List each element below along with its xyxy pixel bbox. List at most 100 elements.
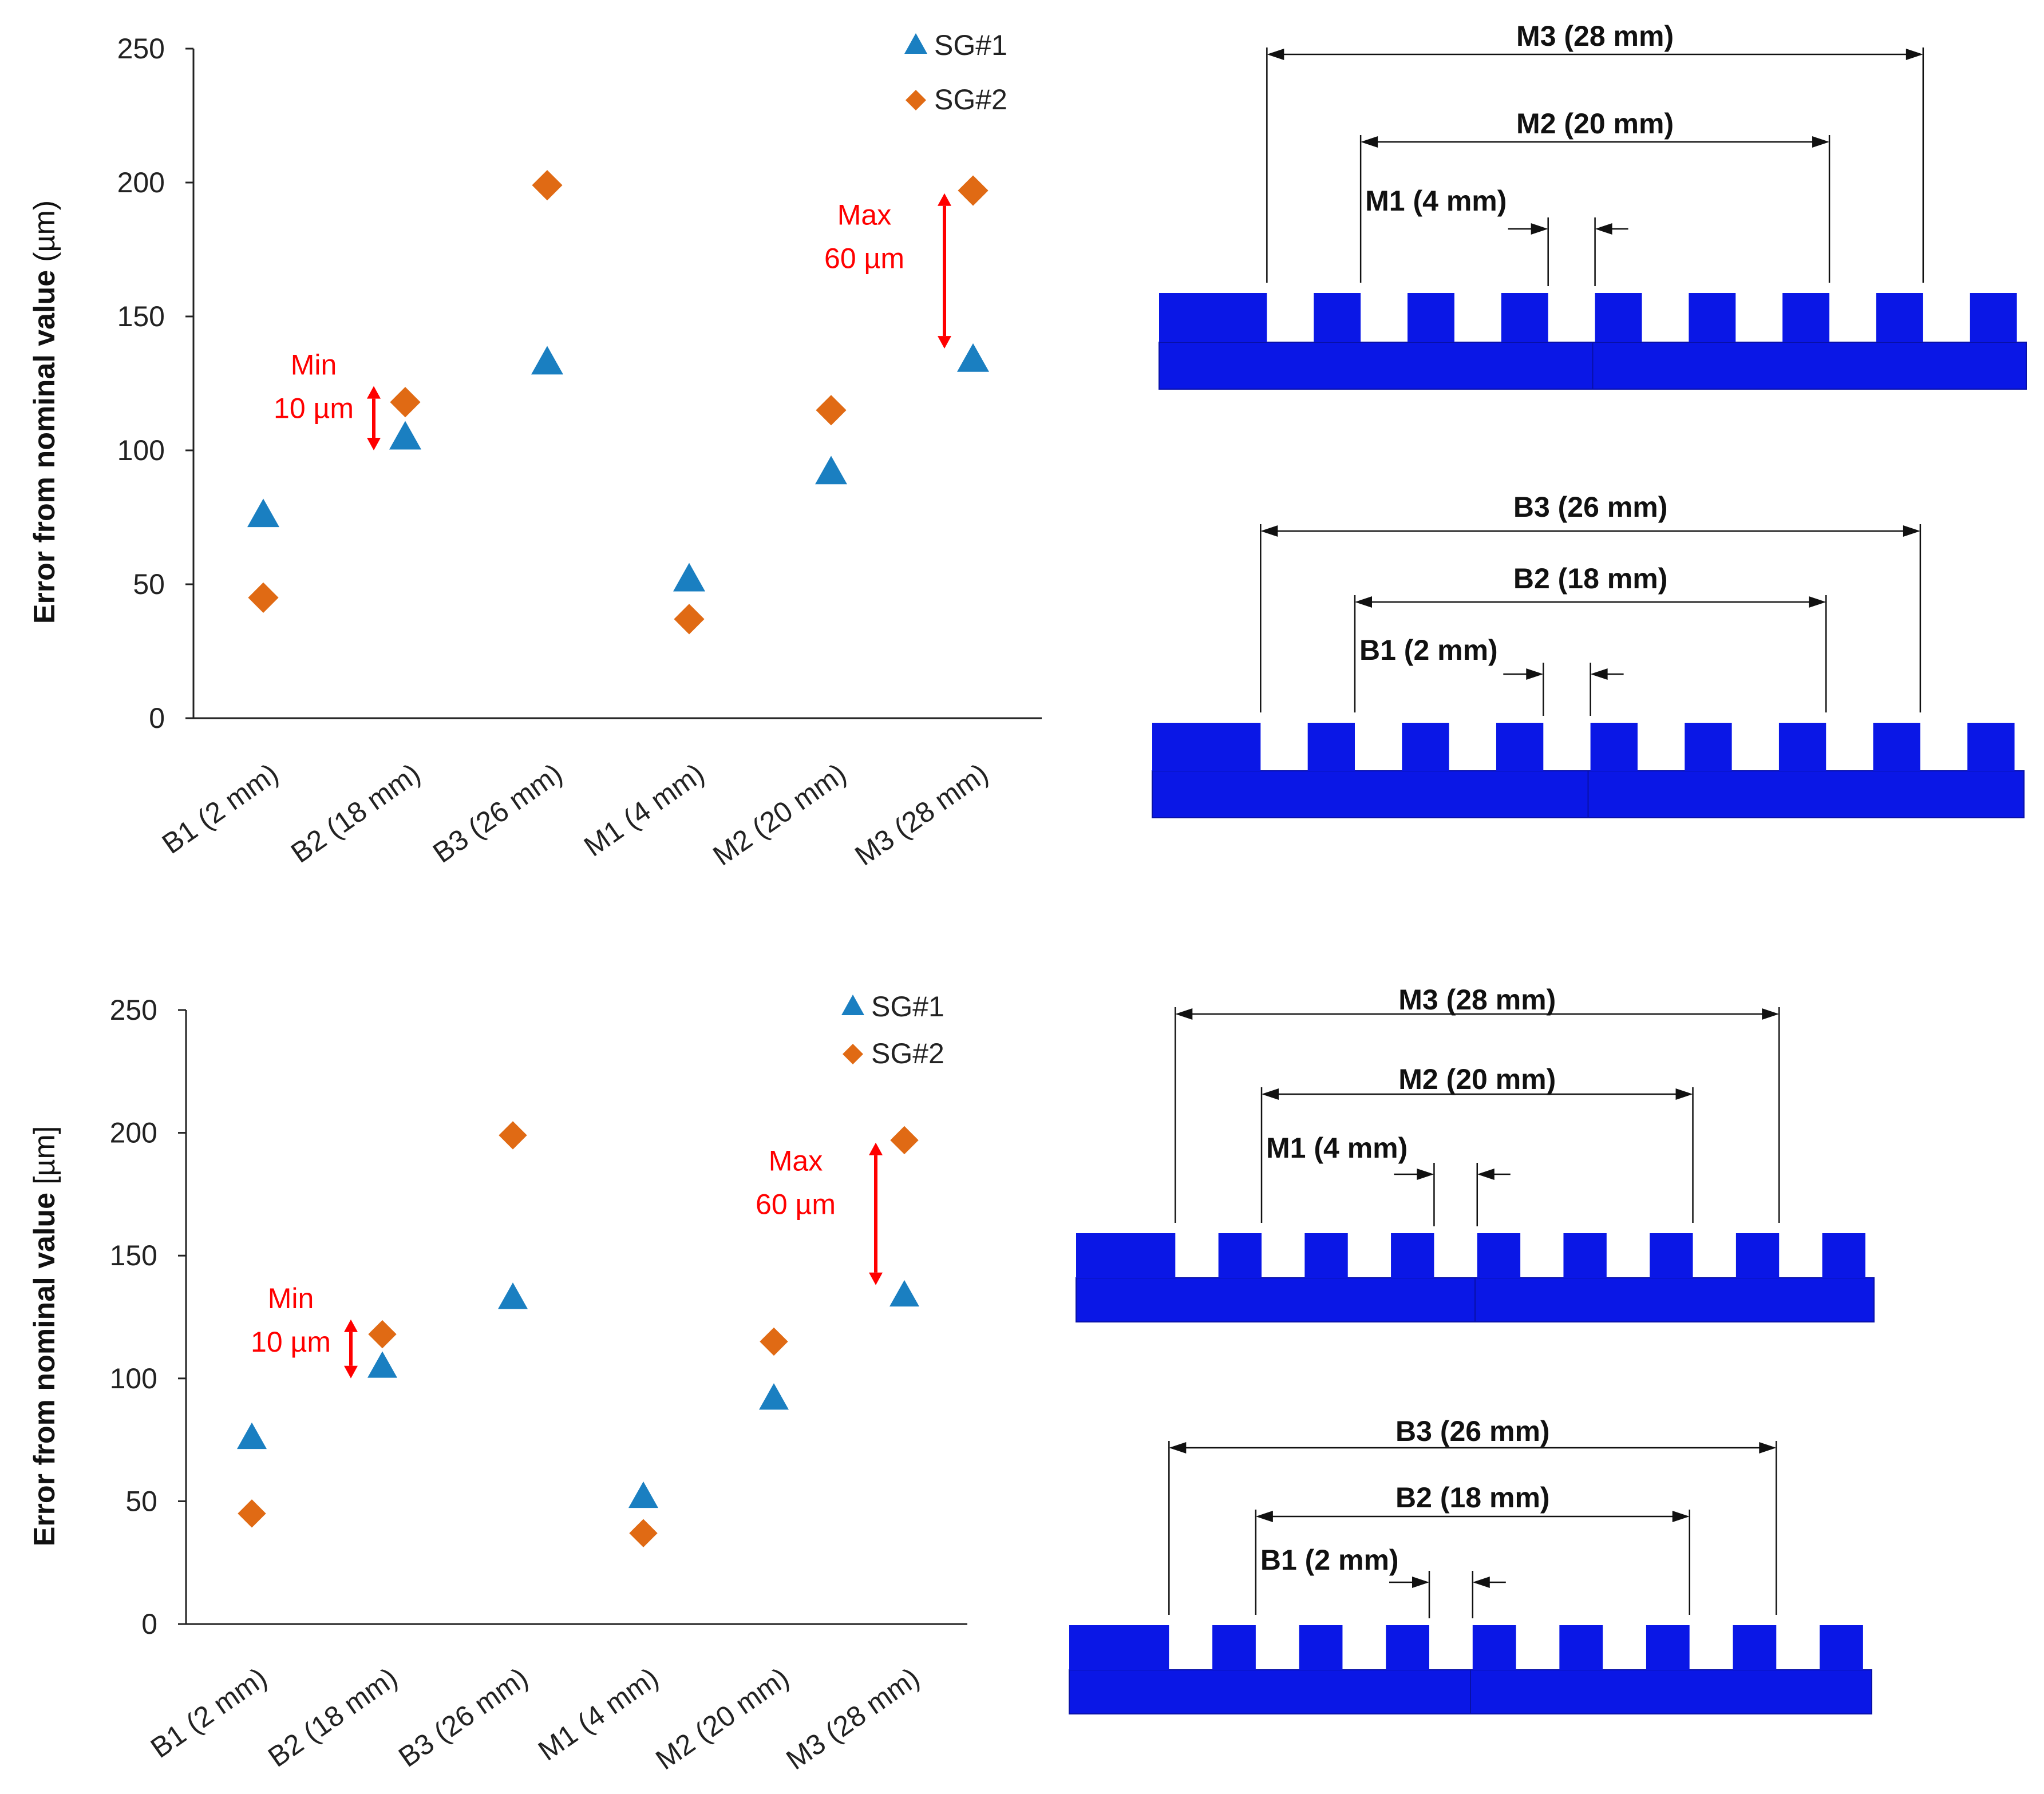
y-tick-label: 50	[125, 1485, 157, 1517]
y-tick-label: 150	[117, 300, 165, 332]
dimension-lines	[1168, 1441, 1777, 1618]
legend-label: SG#2	[871, 1037, 944, 1070]
dimension-label-inner: M1 (4 mm)	[1266, 1132, 1408, 1164]
dimension-label-outer: B3 (26 mm)	[1395, 1415, 1550, 1447]
annotation-arrow	[367, 386, 381, 450]
gauge-tooth	[1386, 1625, 1430, 1670]
sg1-point	[815, 456, 847, 485]
annotation-label: Max	[769, 1144, 823, 1177]
y-axis-unit: (µm)	[28, 200, 61, 262]
sg2-point	[238, 1499, 266, 1528]
sg1-point	[889, 1280, 919, 1307]
x-category-label: M2 (20 mm)	[707, 757, 852, 872]
svg-text:Error from nominal value[µm]: Error from nominal value [µm]	[28, 1126, 61, 1547]
y-axis-label: Error from nominal value [µm]	[28, 1126, 61, 1547]
gauge-block	[1076, 1233, 1875, 1322]
dimension-label-outer: M3 (28 mm)	[1516, 20, 1674, 52]
y-tick-label: 200	[110, 1117, 157, 1149]
gauge-tooth	[1299, 1625, 1343, 1670]
sg2-point	[390, 387, 421, 418]
x-category-label: B2 (18 mm)	[262, 1661, 403, 1773]
annotation-label: 10 µm	[274, 393, 354, 425]
gauge-tooth	[1590, 723, 1638, 771]
annotations: Min 10 µm Max 60 µm	[274, 193, 951, 450]
gauge-tooth	[1212, 1625, 1256, 1670]
plot-area	[192, 49, 1042, 719]
y-axis-label-text: Error from nominal value	[28, 270, 61, 624]
y-tick-label: 150	[110, 1239, 157, 1272]
dimension-lines	[1175, 1007, 1780, 1226]
annotation-label: Min	[291, 349, 337, 381]
sg2-point	[760, 1327, 788, 1356]
legend-triangle-icon	[904, 33, 927, 54]
gauge-tooth	[1472, 1625, 1516, 1670]
diagram-top-b: B3 (26 mm) B2 (18 mm) B1 (2 mm)	[1152, 491, 2025, 818]
legend-label: SG#2	[934, 84, 1007, 116]
y-tick-label: 100	[117, 434, 165, 466]
dimension-label-inner: B1 (2 mm)	[1260, 1544, 1399, 1576]
x-category-label: M3 (28 mm)	[780, 1661, 925, 1776]
legend-label: SG#1	[871, 991, 944, 1023]
sg1-point	[957, 343, 989, 372]
gauge-tooth	[1218, 1233, 1262, 1278]
y-tick-label: 50	[133, 568, 165, 600]
gauge-tooth	[1408, 293, 1454, 342]
sg1-point	[531, 346, 563, 375]
gauge-tooth	[1778, 723, 1826, 771]
sg1-point	[673, 563, 705, 592]
dimension-label-inner: M1 (4 mm)	[1365, 185, 1507, 217]
sg2-point	[499, 1121, 527, 1150]
annotation-label: Min	[268, 1282, 314, 1314]
annotation-label: Max	[837, 199, 891, 231]
chart-top: Error from nominal value (µm) 0 50 100 150 20…	[28, 29, 1042, 872]
sg2-point	[958, 175, 989, 206]
y-tick-label: 250	[110, 994, 157, 1026]
y-axis-label: Error from nominal value (µm)	[28, 200, 61, 624]
gauge-tooth	[1685, 723, 1732, 771]
dimension-label-outer: M3 (28 mm)	[1398, 984, 1556, 1016]
y-tick-label: 0	[141, 1608, 157, 1640]
y-axis-unit: [µm]	[28, 1126, 61, 1185]
y-tick-label: 200	[117, 167, 165, 199]
legend-diamond-icon	[843, 1044, 863, 1064]
y-tick-label: 100	[110, 1363, 157, 1395]
gauge-tooth	[1477, 1233, 1521, 1278]
gauge-block	[1159, 293, 2027, 390]
legend-diamond-icon	[906, 90, 926, 110]
sg1-point	[498, 1282, 528, 1309]
x-category-label: M1 (4 mm)	[532, 1661, 664, 1767]
annotation-label: 10 µm	[251, 1326, 331, 1358]
dimension-lines	[1266, 47, 1924, 286]
gauge-tooth	[1304, 1233, 1348, 1278]
dimension-label-outer: B3 (26 mm)	[1513, 491, 1668, 523]
sg2-point	[629, 1519, 658, 1547]
legend-label: SG#1	[934, 29, 1007, 61]
y-ticks: 0 50 100 150 200 250	[110, 994, 186, 1640]
dimension-lines	[1260, 524, 1922, 716]
diagram-bottom-m: M3 (28 mm) M2 (20 mm) M1 (4 mm)	[1076, 984, 1875, 1322]
dimension-label-inner: B1 (2 mm)	[1359, 634, 1498, 666]
gauge-tooth	[1970, 293, 2017, 342]
annotation-arrow	[938, 193, 951, 349]
dimension-label-middle: M2 (20 mm)	[1398, 1063, 1556, 1095]
gauge-tooth	[1314, 293, 1361, 342]
sg2-point	[816, 395, 847, 426]
gauge-tooth	[1402, 723, 1449, 771]
dimension-label-middle: B2 (18 mm)	[1395, 1482, 1550, 1514]
y-ticks: 0 50 100 150 200 250	[117, 33, 193, 734]
annotation-arrow	[344, 1319, 358, 1379]
x-category-label: B1 (2 mm)	[145, 1661, 272, 1764]
gauge-tooth	[1876, 293, 1923, 342]
sg1-point	[237, 1422, 267, 1450]
gauge-tooth	[1689, 293, 1736, 342]
x-category-label: B3 (26 mm)	[427, 757, 568, 869]
chart-bottom: Error from nominal value [µm] 0 50 100 150 20…	[28, 991, 967, 1776]
legend: SG#1 SG#2	[904, 29, 1007, 116]
diagram-top-m: M3 (28 mm) M2 (20 mm) M1 (4 mm)	[1159, 20, 2027, 390]
x-categories: B1 (2 mm)B2 (18 mm)B3 (26 mm)M1 (4 mm)M2…	[156, 757, 994, 872]
x-category-label: M2 (20 mm)	[650, 1661, 794, 1776]
gauge-tooth	[1646, 1625, 1690, 1670]
svg-text:Error from nominal value(µm): Error from nominal value (µm)	[28, 200, 61, 624]
gauge-tooth	[1735, 1233, 1780, 1278]
gauge-tooth	[1559, 1625, 1603, 1670]
